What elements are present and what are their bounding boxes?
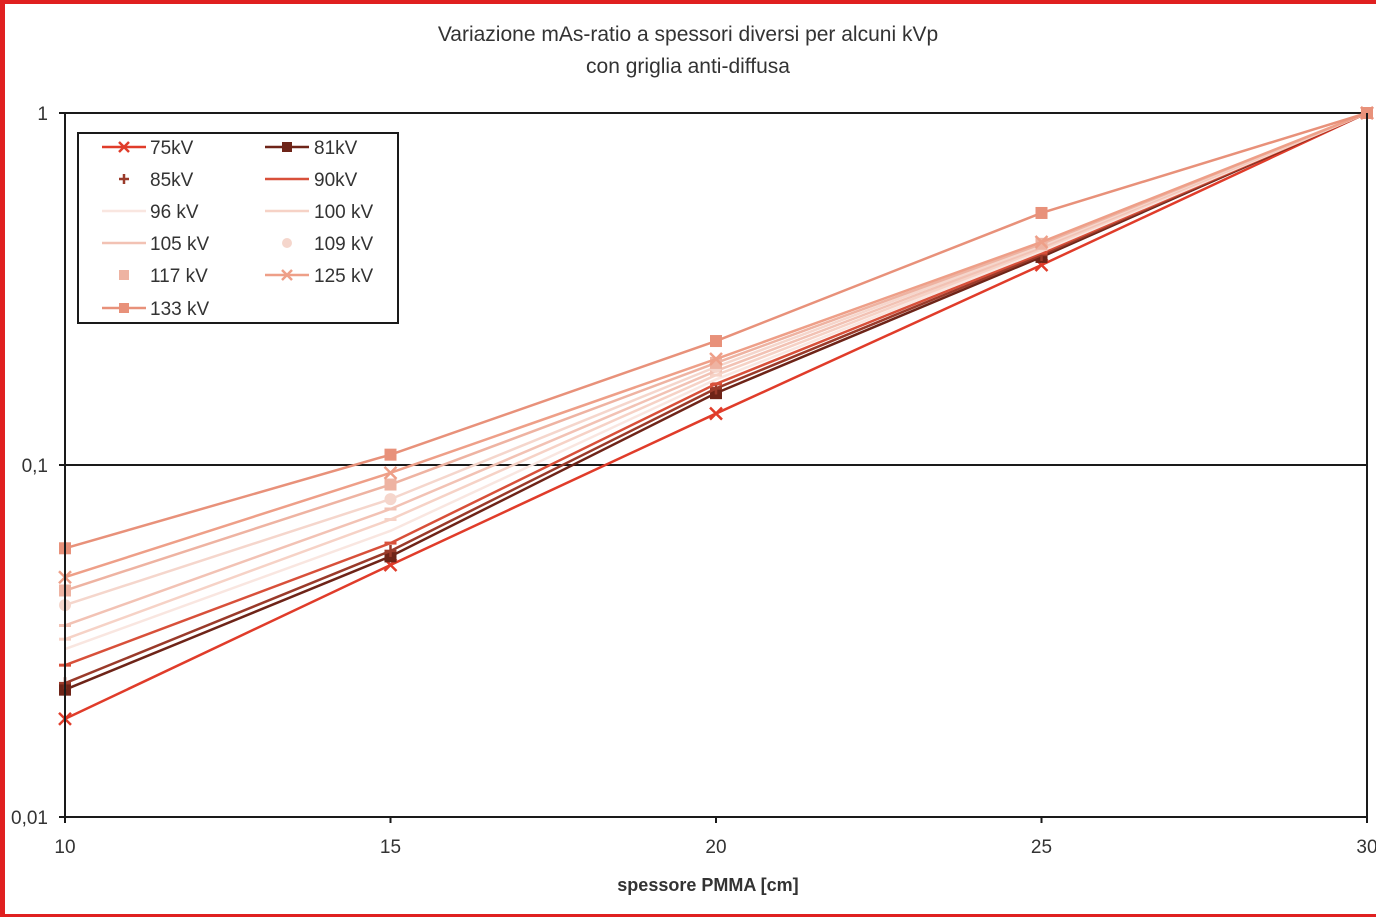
- series-point-10-3: [1035, 206, 1048, 219]
- chart-title-line-2: con griglia anti-diffusa: [586, 55, 790, 78]
- legend-label-2: 85kV: [150, 170, 194, 191]
- series-point-0-2: [709, 406, 723, 421]
- x-axis-label: spessore PMMA [cm]: [617, 875, 798, 895]
- legend-marker-8: [119, 270, 129, 280]
- tick-labels: 1 0,1 0,01 10 15 20 25 30: [11, 104, 1376, 858]
- x-tick-label-4: 30: [1356, 837, 1376, 858]
- legend-label-1: 81kV: [314, 138, 358, 159]
- legend-marker-9: [281, 269, 293, 281]
- chart-title-line-1: Variazione mAs-ratio a spessori diversi …: [438, 23, 938, 46]
- legend-marker-2: [119, 174, 129, 184]
- y-tick-label-2: 0,01: [11, 808, 48, 829]
- legend-label-7: 109 kV: [314, 234, 373, 255]
- x-tick-label-2: 20: [705, 837, 726, 858]
- legend: 75kV 81kV 85kV 90kV 96 kV 100 kV 105 kV 109 kV 1…: [77, 132, 399, 324]
- legend-label-8: 117 kV: [150, 266, 208, 287]
- y-tick-label-1: 0,1: [22, 456, 48, 477]
- series-point-9-2: [709, 352, 723, 366]
- legend-label-0: 75kV: [150, 138, 194, 159]
- x-tick-label-0: 10: [54, 837, 75, 858]
- legend-label-9: 125 kV: [314, 266, 373, 287]
- legend-marker-0: [118, 141, 130, 153]
- series-point-2-1: [384, 544, 397, 557]
- series-point-10-2: [710, 335, 722, 348]
- legend-marker-1: [282, 142, 292, 152]
- series-point-9-3: [1034, 235, 1049, 249]
- series-point-9-1: [383, 465, 398, 480]
- x-tick-label-3: 25: [1031, 837, 1052, 858]
- y-tick-label-0: 1: [37, 104, 48, 125]
- series-point-7-1: [384, 493, 397, 506]
- x-tick-label-1: 15: [380, 837, 401, 858]
- legend-label-5: 100 kV: [314, 202, 373, 223]
- series-point-8-1: [384, 478, 397, 491]
- legend-box: [77, 132, 399, 324]
- series-point-10-1: [384, 448, 397, 461]
- legend-label-10: 133 kV: [150, 299, 209, 320]
- legend-label-4: 96 kV: [150, 202, 199, 223]
- legend-label-6: 105 kV: [150, 234, 209, 255]
- legend-marker-10: [119, 303, 129, 313]
- legend-label-3: 90kV: [314, 170, 358, 191]
- legend-marker-7: [282, 238, 292, 248]
